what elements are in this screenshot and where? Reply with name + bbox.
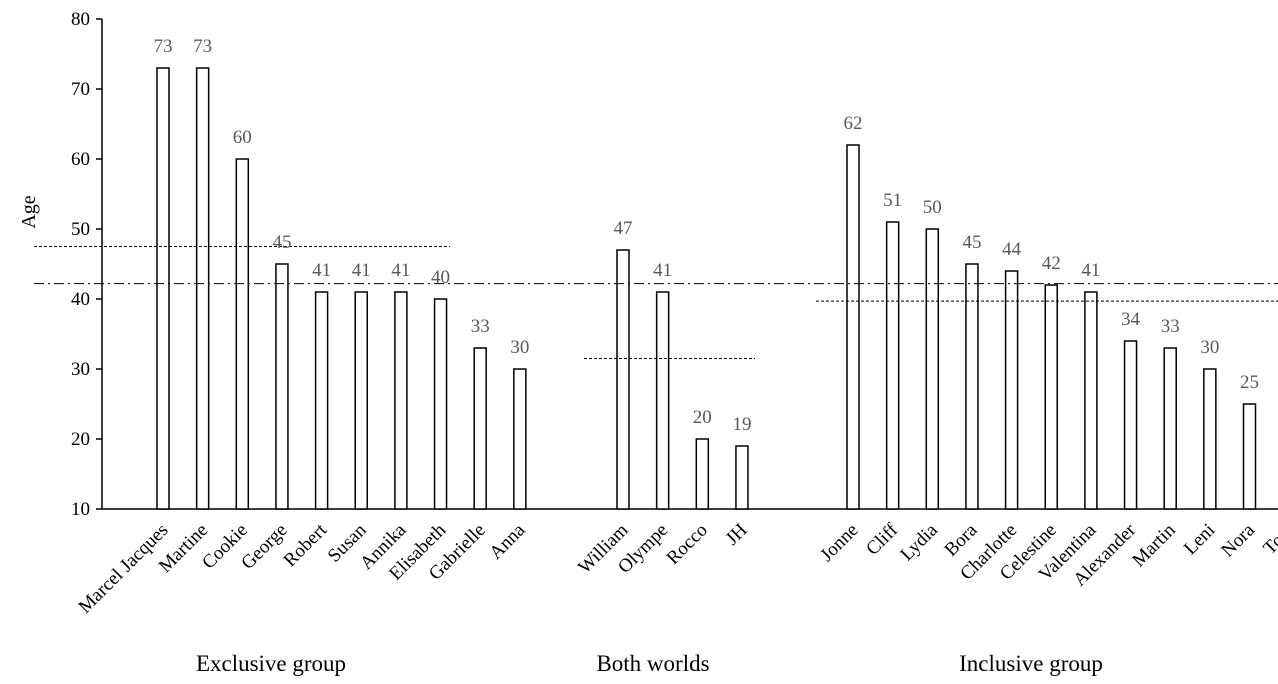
data-label: 50 — [923, 197, 942, 218]
data-label: 33 — [471, 316, 490, 337]
x-tick-label: Martin — [1128, 519, 1180, 571]
bar — [735, 445, 749, 510]
x-tick-label: Cliff — [862, 519, 902, 559]
bar — [275, 263, 289, 510]
x-tick-label: Lydia — [896, 519, 942, 565]
y-tick-label: 30 — [71, 359, 90, 380]
bar — [1163, 347, 1177, 510]
y-tick-label: 10 — [71, 499, 90, 520]
data-label: 30 — [510, 337, 529, 358]
chart-axes: 10 20 30 40 50 60 70 80 Age — [18, 9, 1278, 520]
data-label: 47 — [614, 218, 633, 239]
data-label: 45 — [962, 232, 981, 253]
x-tick-label: JH — [722, 519, 752, 549]
group-label: Inclusive group — [959, 651, 1103, 676]
y-tick-label: 70 — [71, 79, 90, 100]
y-tick-label: 50 — [71, 219, 90, 240]
bar — [473, 347, 487, 510]
bar — [616, 249, 630, 510]
data-label: 62 — [844, 113, 863, 134]
bar — [394, 291, 408, 510]
x-tick-label: Jonne — [816, 520, 862, 566]
bar — [1203, 368, 1217, 510]
x-tick-label: Nora — [1217, 519, 1259, 561]
reference-lines — [34, 246, 1278, 359]
y-tick-label: 60 — [71, 149, 90, 170]
bar — [354, 291, 368, 510]
data-label: 41 — [653, 260, 672, 281]
bar — [433, 298, 448, 510]
bar — [1242, 403, 1257, 510]
x-tick-label: Robert — [280, 519, 332, 571]
bar — [885, 221, 900, 510]
x-tick-label: Marcel Jacques — [75, 520, 173, 618]
data-label: 19 — [732, 414, 751, 435]
data-label: 51 — [883, 190, 902, 211]
bar — [235, 158, 250, 510]
bar — [314, 291, 329, 510]
bar — [925, 228, 940, 510]
data-label: 60 — [233, 127, 252, 148]
chart-bars — [156, 67, 1257, 510]
data-label: 25 — [1240, 372, 1259, 393]
data-label: 42 — [1042, 253, 1061, 274]
bar — [1084, 291, 1098, 510]
bar — [695, 438, 710, 510]
data-label: 20 — [693, 407, 712, 428]
x-tick-label: Anna — [485, 519, 529, 563]
x-tick-label: Tom — [1259, 520, 1278, 559]
data-label: 41 — [352, 260, 371, 281]
bar — [1004, 270, 1019, 510]
x-tick-label: George — [237, 520, 291, 574]
x-tick-label: Leni — [1180, 520, 1219, 559]
bar — [513, 368, 527, 510]
bar — [846, 144, 860, 510]
data-label: 40 — [431, 267, 450, 288]
data-label: 41 — [391, 260, 410, 281]
bar — [156, 67, 170, 510]
bar — [1044, 284, 1058, 510]
bar — [965, 263, 979, 510]
y-tick-label: 20 — [71, 429, 90, 450]
data-label: 44 — [1002, 239, 1022, 260]
data-label: 30 — [1200, 337, 1219, 358]
y-tick-label: 40 — [71, 289, 90, 310]
group-label: Exclusive group — [196, 651, 346, 676]
data-label: 33 — [1161, 316, 1180, 337]
y-axis-title: Age — [18, 195, 40, 228]
data-label: 34 — [1121, 309, 1141, 330]
bar — [1123, 340, 1138, 510]
data-label: 73 — [193, 36, 212, 57]
y-tick-label: 80 — [71, 9, 90, 30]
data-label: 45 — [272, 232, 291, 253]
bar — [655, 291, 670, 510]
x-tick-label: Rocco — [663, 520, 712, 569]
group-label: Both worlds — [596, 651, 709, 676]
data-label: 73 — [154, 36, 173, 57]
data-label: 41 — [312, 260, 331, 281]
bar — [195, 67, 210, 510]
data-label: 41 — [1081, 260, 1100, 281]
